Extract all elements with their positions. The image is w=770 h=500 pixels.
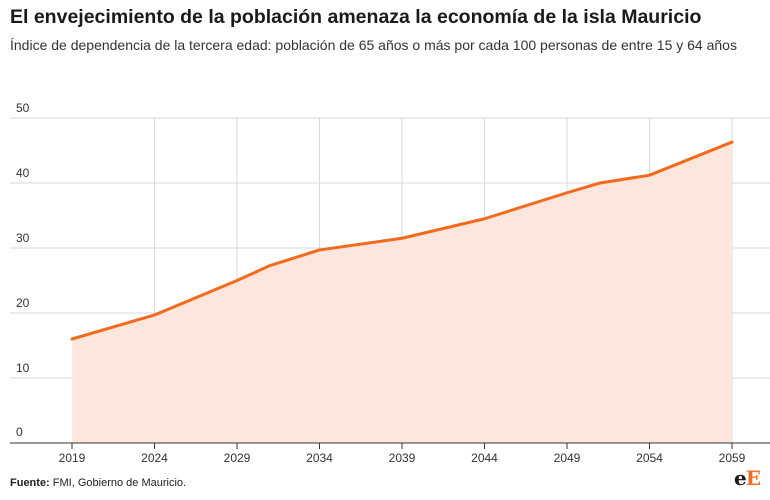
- area-chart: 0 10 20 30 40 50 2019 2024 2029 2034 2039 2044 2049…: [10, 101, 770, 465]
- x-axis: 2019 2024 2029 2034 2039 2044 2049 2054 2059: [10, 442, 770, 465]
- x-tick-label: 2044: [471, 451, 498, 465]
- x-tick-label: 2054: [636, 451, 663, 465]
- y-tick-label: 40: [16, 166, 30, 180]
- series-line: [70, 140, 734, 341]
- x-tick-label: 2029: [224, 451, 251, 465]
- x-tick-label: 2039: [389, 451, 416, 465]
- area-fill: [72, 142, 732, 444]
- y-tick-label: 20: [16, 296, 30, 310]
- y-axis: 0 10 20 30 40 50: [16, 101, 30, 439]
- x-tick-label: 2049: [554, 451, 581, 465]
- chart-title: El envejecimiento de la población amenaz…: [10, 6, 702, 28]
- source-note: Fuente: FMI, Gobierno de Mauricio.: [10, 477, 186, 489]
- y-tick-label: 50: [16, 101, 30, 115]
- x-tick-label: 2059: [719, 451, 746, 465]
- y-tick-label: 0: [16, 425, 23, 439]
- chart-subtitle: Índice de dependencia de la tercera edad…: [10, 37, 737, 53]
- logo-letter: e: [734, 466, 747, 490]
- x-tick-label: 2019: [59, 451, 86, 465]
- logo-accent-letter: E: [745, 466, 761, 490]
- source-text: FMI, Gobierno de Mauricio.: [52, 477, 187, 489]
- publisher-logo: eE: [734, 466, 761, 490]
- y-tick-label: 30: [16, 231, 30, 245]
- source-label: Fuente:: [10, 477, 50, 489]
- x-tick-label: 2034: [306, 451, 333, 465]
- y-tick-label: 10: [16, 361, 30, 375]
- x-tick-label: 2024: [141, 451, 168, 465]
